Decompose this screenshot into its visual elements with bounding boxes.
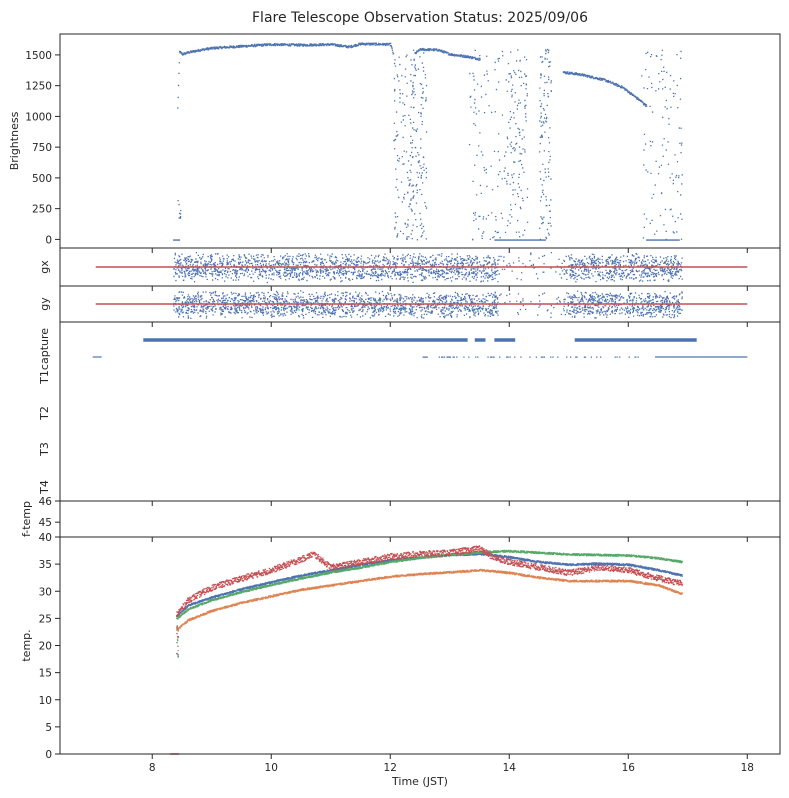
y-tick-label: 500 xyxy=(32,173,52,185)
y-tick-label: 750 xyxy=(32,142,52,154)
status-row-T4: T4 xyxy=(38,480,51,495)
brightness-points xyxy=(173,42,683,241)
y-tick-label: 1250 xyxy=(25,81,52,93)
panel-temp: 0 5 10 15 20 25 30 35 40 8 10 12 14 16 18 temp. xyxy=(20,532,781,774)
temp-axis-label: temp. xyxy=(20,629,33,661)
y-tick-label: 35 xyxy=(39,559,52,571)
x-tick-label: 18 xyxy=(741,762,754,774)
y-tick-label: 0 xyxy=(45,749,52,761)
x-axis-label: Time (JST) xyxy=(391,775,448,788)
panels-group: 0250500750100012501500Brightnessgxgycapt… xyxy=(8,33,781,774)
status-T1-markers xyxy=(422,356,639,358)
status-row-T2: T2 xyxy=(38,406,51,421)
temp-sensor-2-points xyxy=(176,568,683,658)
ftemp-axis-label: f-temp xyxy=(20,501,33,537)
chart-title: Flare Telescope Observation Status: 2025… xyxy=(252,10,588,26)
panel-frame xyxy=(59,500,781,538)
y-tick-label: 1500 xyxy=(25,50,52,62)
y-tick-label: 0 xyxy=(45,234,52,246)
x-tick-label: 16 xyxy=(622,762,636,774)
y-tick-label: 45 xyxy=(39,517,52,529)
status-row-T3: T3 xyxy=(38,442,51,457)
y-tick-label: 15 xyxy=(39,668,52,680)
x-tick-label: 8 xyxy=(149,762,156,774)
x-tick-label: 14 xyxy=(503,762,517,774)
y-tick-label: 5 xyxy=(45,722,52,734)
gy-axis-label: gy xyxy=(38,297,51,311)
panel-gy: gy xyxy=(38,285,781,327)
gx-axis-label: gx xyxy=(38,260,51,274)
x-tick-label: 12 xyxy=(384,762,397,774)
panel-ftemp: 45 46 f-temp xyxy=(20,496,781,542)
y-tick-label: 46 xyxy=(39,496,53,508)
y-tick-label: 30 xyxy=(39,586,52,598)
x-tick-label: 10 xyxy=(265,762,278,774)
temp-sensor-4-points xyxy=(176,545,683,647)
y-tick-label: 10 xyxy=(39,695,52,707)
panel-frame xyxy=(59,536,781,755)
panel-frame xyxy=(59,321,781,502)
status-row-T1: T1 xyxy=(38,370,51,385)
y-tick-label: 40 xyxy=(39,532,52,544)
brightness-axis-label: Brightness xyxy=(8,111,21,170)
panel-gx: gx xyxy=(38,247,781,291)
status-row-capture: capture xyxy=(38,328,51,370)
y-tick-label: 250 xyxy=(32,204,52,216)
y-tick-label: 1000 xyxy=(25,111,52,123)
y-tick-label: 25 xyxy=(39,613,52,625)
y-tick-label: 20 xyxy=(39,641,52,653)
panel-brightness: 0 250 500 750 1000 1250 1500 Brightness xyxy=(8,33,781,253)
